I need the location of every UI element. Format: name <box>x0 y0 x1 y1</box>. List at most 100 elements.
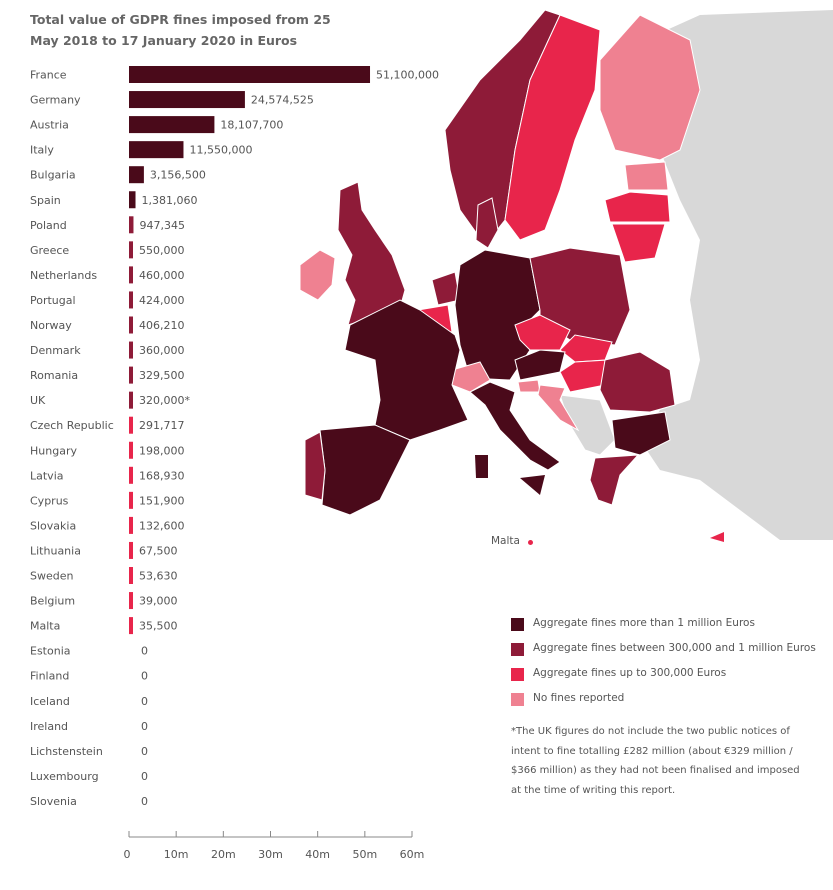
value-label: 0 <box>141 695 148 708</box>
category-label: Bulgaria <box>30 169 76 182</box>
legend-item: No fines reported <box>511 689 811 714</box>
map-finland <box>599 14 701 161</box>
map-romania <box>599 351 676 413</box>
legend-label: Aggregate fines more than 1 million Euro… <box>533 617 755 629</box>
bar <box>129 116 215 134</box>
map-ireland <box>299 249 336 301</box>
bar <box>129 592 133 610</box>
map-spain <box>319 424 411 516</box>
value-label: 11,550,000 <box>189 144 252 157</box>
value-label: 168,930 <box>139 469 185 482</box>
x-tick-label: 60m <box>400 848 425 861</box>
value-label: 53,630 <box>139 570 178 583</box>
map-italy <box>469 381 561 471</box>
category-label: Spain <box>30 194 61 207</box>
value-label: 39,000 <box>139 595 178 608</box>
map-poland <box>529 247 631 346</box>
malta-marker <box>528 540 533 545</box>
category-label: Italy <box>30 144 54 157</box>
bar <box>129 567 133 584</box>
legend-swatch <box>511 668 524 681</box>
category-label: Poland <box>30 219 67 232</box>
value-label: 460,000 <box>139 269 185 282</box>
category-label: Slovakia <box>30 519 76 532</box>
category-label: Netherlands <box>30 269 97 282</box>
malta-label: Malta <box>491 535 520 547</box>
category-label: Romania <box>30 369 78 382</box>
value-label: 67,500 <box>139 544 178 557</box>
bar <box>129 341 133 359</box>
bar <box>129 441 133 459</box>
legend: Aggregate fines more than 1 million Euro… <box>511 614 816 714</box>
value-label: 0 <box>141 720 148 733</box>
category-label: Sweden <box>30 570 73 583</box>
map-sweden <box>504 14 601 241</box>
bar <box>129 66 371 83</box>
bar-chart: France 51,100,000 Germany 24,574,525 Austria… <box>30 66 439 861</box>
bar <box>129 366 133 384</box>
value-label: 550,000 <box>139 244 185 257</box>
bar <box>129 91 245 109</box>
map-greece <box>589 454 640 506</box>
legend-item: Aggregate fines more than 1 million Euro… <box>511 614 811 639</box>
map-lithuania <box>611 223 666 263</box>
category-label: Iceland <box>30 695 70 708</box>
legend-label: Aggregate fines up to 300,000 Euros <box>533 667 727 679</box>
value-label: 291,717 <box>139 419 185 432</box>
x-tick-label: 30m <box>258 848 283 861</box>
legend-item: Aggregate fines up to 300,000 Euros <box>511 664 811 689</box>
value-label: 0 <box>141 770 148 783</box>
bar <box>129 617 133 635</box>
category-label: Denmark <box>30 344 81 357</box>
value-label: 35,500 <box>139 620 178 633</box>
category-label: Luxembourg <box>30 770 99 783</box>
category-label: Portugal <box>30 294 76 307</box>
map-denmark <box>475 197 499 249</box>
bar <box>129 241 133 259</box>
value-label: 18,107,700 <box>220 119 283 132</box>
category-label: Belgium <box>30 595 75 608</box>
value-label: 0 <box>141 645 148 658</box>
category-label: Ireland <box>30 720 68 733</box>
category-label: France <box>30 69 67 82</box>
category-label: Malta <box>30 620 60 633</box>
bar <box>129 516 133 534</box>
map-slovenia <box>517 379 541 393</box>
map-portugal <box>304 431 326 501</box>
value-label: 947,345 <box>139 219 185 232</box>
value-label: 360,000 <box>139 344 185 357</box>
category-label: Slovenia <box>30 795 77 808</box>
x-tick-label: 20m <box>211 848 236 861</box>
category-label: Austria <box>30 119 69 132</box>
legend-label: Aggregate fines between 300,000 and 1 mi… <box>533 642 816 654</box>
legend-swatch <box>511 618 524 631</box>
europe-map <box>299 9 833 542</box>
category-label: Finland <box>30 670 69 683</box>
bar <box>129 416 133 434</box>
value-label: 24,574,525 <box>251 94 314 107</box>
legend-swatch <box>511 643 524 656</box>
bar <box>129 491 133 509</box>
bar <box>129 141 184 159</box>
value-label: 0 <box>141 795 148 808</box>
bar <box>129 316 133 334</box>
bar <box>129 291 133 309</box>
category-label: Cyprus <box>30 494 69 507</box>
x-tick-label: 0 <box>124 848 131 861</box>
value-label: 329,500 <box>139 369 185 382</box>
value-label: 1,381,060 <box>142 194 198 207</box>
map-croatia <box>537 384 580 432</box>
map-france <box>344 299 469 441</box>
category-label: Czech Republic <box>30 419 114 432</box>
chart-title: Total value of GDPR fines imposed from 2… <box>30 12 331 48</box>
category-label: Lithuania <box>30 544 81 557</box>
value-label: 3,156,500 <box>150 169 206 182</box>
value-label: 0 <box>141 745 148 758</box>
map-bulgaria <box>611 411 671 456</box>
map-austria <box>514 349 566 381</box>
category-label: UK <box>30 394 46 407</box>
map-sicily <box>520 475 545 495</box>
bar <box>129 391 133 409</box>
map-slovakia <box>559 334 613 363</box>
bar <box>129 191 136 209</box>
